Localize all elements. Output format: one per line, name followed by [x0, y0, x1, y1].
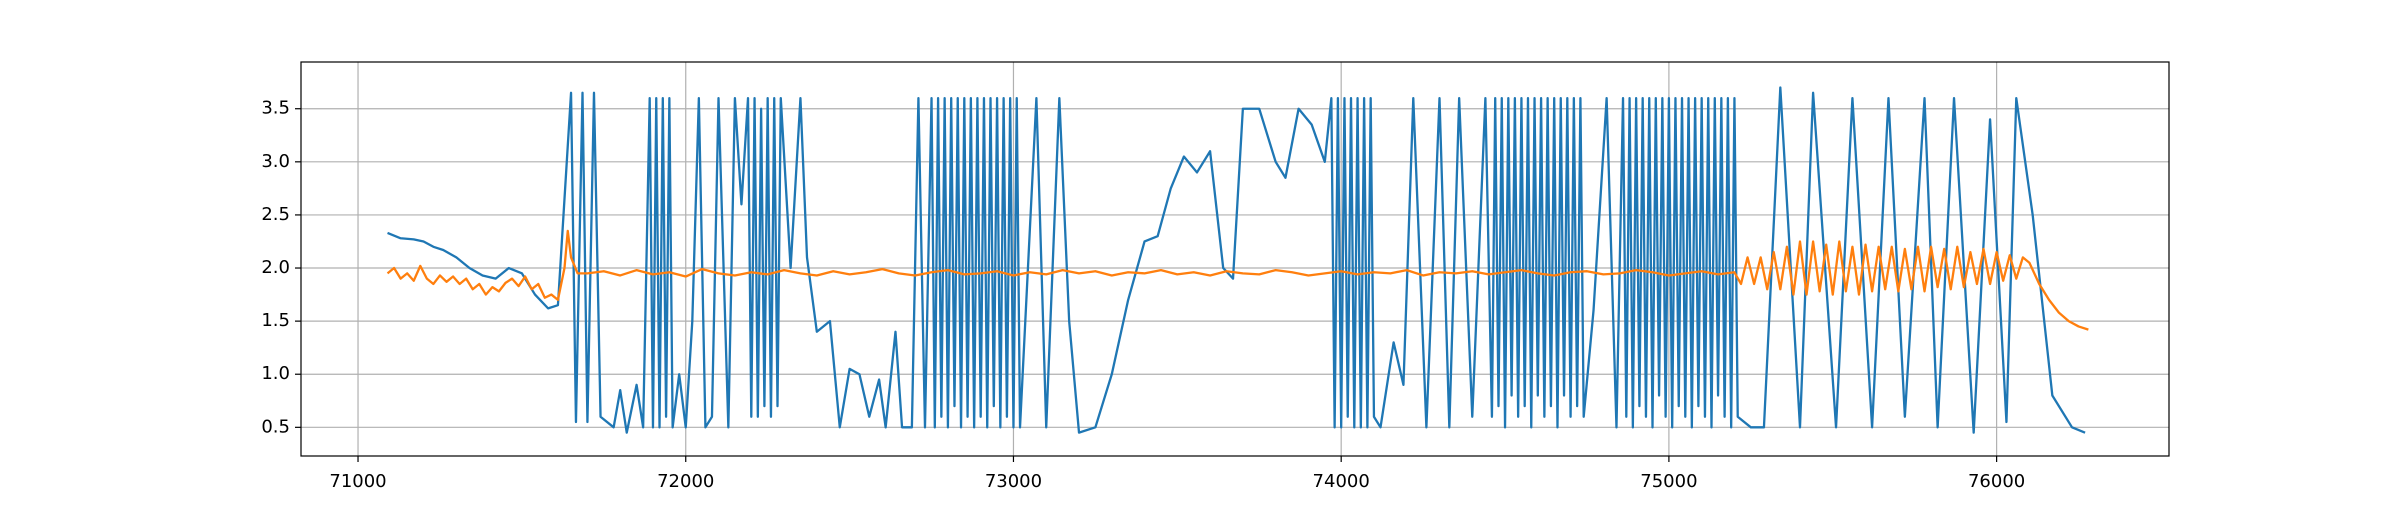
- x-tick-label: 74000: [1313, 471, 1370, 492]
- line-series: [386, 229, 2089, 331]
- x-tick-label: 75000: [1640, 471, 1697, 492]
- x-tick-label: 71000: [329, 471, 386, 492]
- y-tick-label: 1.0: [261, 363, 290, 384]
- plot-frame: [300, 61, 2170, 457]
- line-series: [387, 86, 2086, 434]
- x-tick-label: 72000: [657, 471, 714, 492]
- x-tick-label: 76000: [1968, 471, 2025, 492]
- y-tick-label: 1.5: [261, 310, 290, 331]
- y-tick-label: 3.5: [261, 98, 290, 119]
- y-tick-label: 2.5: [261, 204, 290, 225]
- y-tick-label: 2.0: [261, 257, 290, 278]
- y-tick-label: 0.5: [261, 416, 290, 437]
- y-tick-label: 3.0: [261, 151, 290, 172]
- x-tick-label: 73000: [985, 471, 1042, 492]
